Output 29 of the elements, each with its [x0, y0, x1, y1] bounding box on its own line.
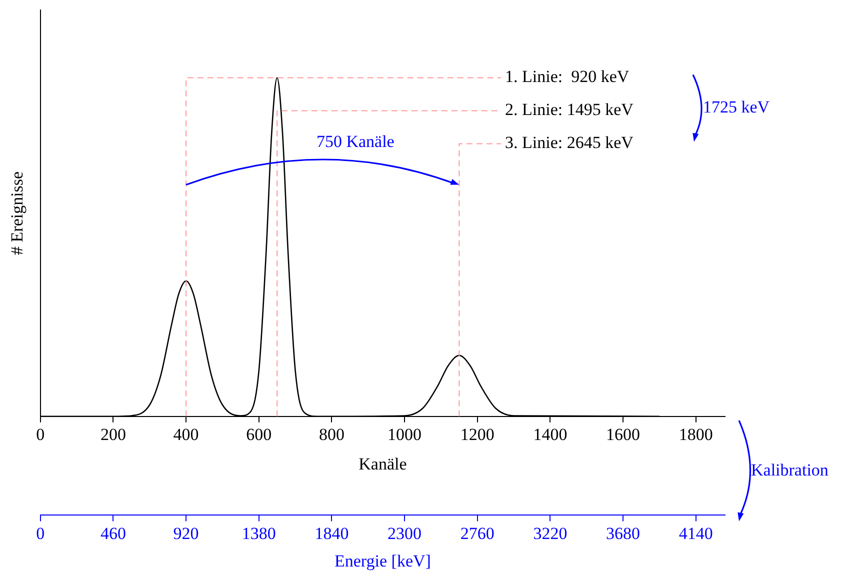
- x2-tick-label: 3220: [533, 524, 568, 543]
- x2-tick-label: 1840: [314, 524, 349, 543]
- y-axis-title: # Ereignisse: [8, 171, 27, 255]
- ref-line-label: 2. Linie: 1495 keV: [505, 100, 634, 120]
- x-tick-label: 800: [318, 425, 344, 444]
- x-tick-label: 0: [36, 425, 45, 444]
- x2-tick-label: 920: [173, 524, 199, 543]
- x2-tick-label: 2300: [388, 524, 422, 543]
- x-tick-label: 400: [173, 425, 199, 444]
- x-tick-label: 1400: [533, 425, 568, 444]
- x2-tick-label: 1380: [242, 524, 276, 543]
- x-tick-label: 1600: [606, 425, 640, 444]
- text: Kalibration: [751, 460, 829, 480]
- x2-tick-label: 2760: [460, 524, 494, 543]
- x-tick-label: 1000: [388, 425, 422, 444]
- x-axis-title: Kanäle: [358, 454, 407, 474]
- x-tick-label: 200: [100, 425, 126, 444]
- x2-tick-label: 3680: [606, 524, 640, 543]
- ref-line-label: 3. Linie: 2645 keV: [505, 133, 634, 152]
- x2-tick-label: 0: [36, 524, 45, 543]
- ref-line-label: 1. Linie: 920 keV: [505, 67, 630, 86]
- annotation: 750 Kanäle: [316, 132, 394, 152]
- x2-tick-label: 4140: [678, 524, 713, 543]
- x-tick-label: 1800: [678, 425, 713, 444]
- x2-tick-label: 460: [100, 524, 126, 543]
- x-tick-label: 600: [246, 425, 272, 444]
- x-tick-label: 1200: [460, 425, 494, 444]
- x2-axis-title: Energie [keV]: [334, 551, 431, 570]
- annotation: 1725 keV: [703, 98, 770, 117]
